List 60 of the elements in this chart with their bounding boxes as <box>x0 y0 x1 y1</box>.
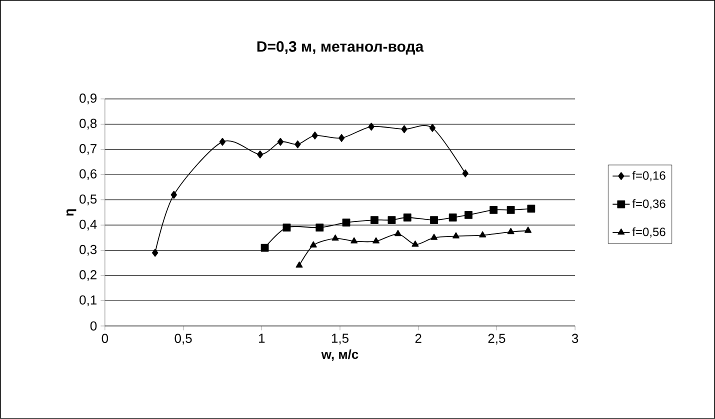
point <box>401 125 408 134</box>
point <box>332 234 339 241</box>
point <box>429 124 436 132</box>
x-tick-label: 1 <box>259 334 265 343</box>
point <box>464 211 472 219</box>
point <box>388 216 396 224</box>
point <box>368 122 374 131</box>
point <box>448 214 457 222</box>
point <box>350 237 358 244</box>
x-tick-label: 2 <box>415 334 422 343</box>
point <box>452 232 460 238</box>
point <box>277 138 284 146</box>
point <box>490 206 498 214</box>
x-tick-label: 3 <box>572 334 578 344</box>
y-tick-label: 0,4 <box>80 220 97 230</box>
point <box>152 248 158 257</box>
point <box>294 140 301 148</box>
legend-label: f=0,36 <box>632 199 666 210</box>
point <box>412 240 419 247</box>
point <box>296 262 303 268</box>
y-tick-label: 0,9 <box>80 94 97 104</box>
point <box>430 216 438 224</box>
y-tick-label: 0,6 <box>80 169 97 180</box>
y-tick-label: 0,5 <box>80 194 97 206</box>
point <box>372 237 380 244</box>
point <box>316 224 324 232</box>
x-tick-label: 0 <box>102 334 108 344</box>
y-tick-label: 0,8 <box>80 118 97 130</box>
point <box>507 228 514 234</box>
point <box>527 204 536 213</box>
point <box>524 226 532 233</box>
point <box>260 244 269 252</box>
point <box>479 231 486 238</box>
x-tick-label: 1,5 <box>332 334 348 344</box>
legend-label: f=0,56 <box>632 227 666 238</box>
point <box>462 169 468 178</box>
point <box>257 150 264 158</box>
point <box>310 241 317 248</box>
point <box>219 138 226 146</box>
point <box>342 218 350 227</box>
point <box>170 190 177 199</box>
point <box>338 134 345 142</box>
y-axis-title: η <box>66 209 76 216</box>
y-tick-label: 0 <box>90 321 97 331</box>
point <box>430 234 438 240</box>
point <box>282 224 291 232</box>
point <box>394 230 402 236</box>
y-tick-label: 0,2 <box>80 270 96 281</box>
point <box>312 132 318 140</box>
legend-label: f=0,16 <box>632 171 666 182</box>
chart-title: D=0,3 м, метанол-вода <box>257 41 424 55</box>
x-axis-title: w, м/с <box>321 349 358 361</box>
y-tick-label: 0,1 <box>80 295 97 306</box>
point <box>403 214 412 222</box>
point <box>370 216 378 224</box>
y-tick-label: 0,7 <box>80 144 96 155</box>
x-tick-label: 2,5 <box>488 334 506 345</box>
x-tick-label: 0,5 <box>174 334 192 345</box>
point <box>506 206 515 214</box>
y-tick-label: 0,3 <box>80 244 97 256</box>
